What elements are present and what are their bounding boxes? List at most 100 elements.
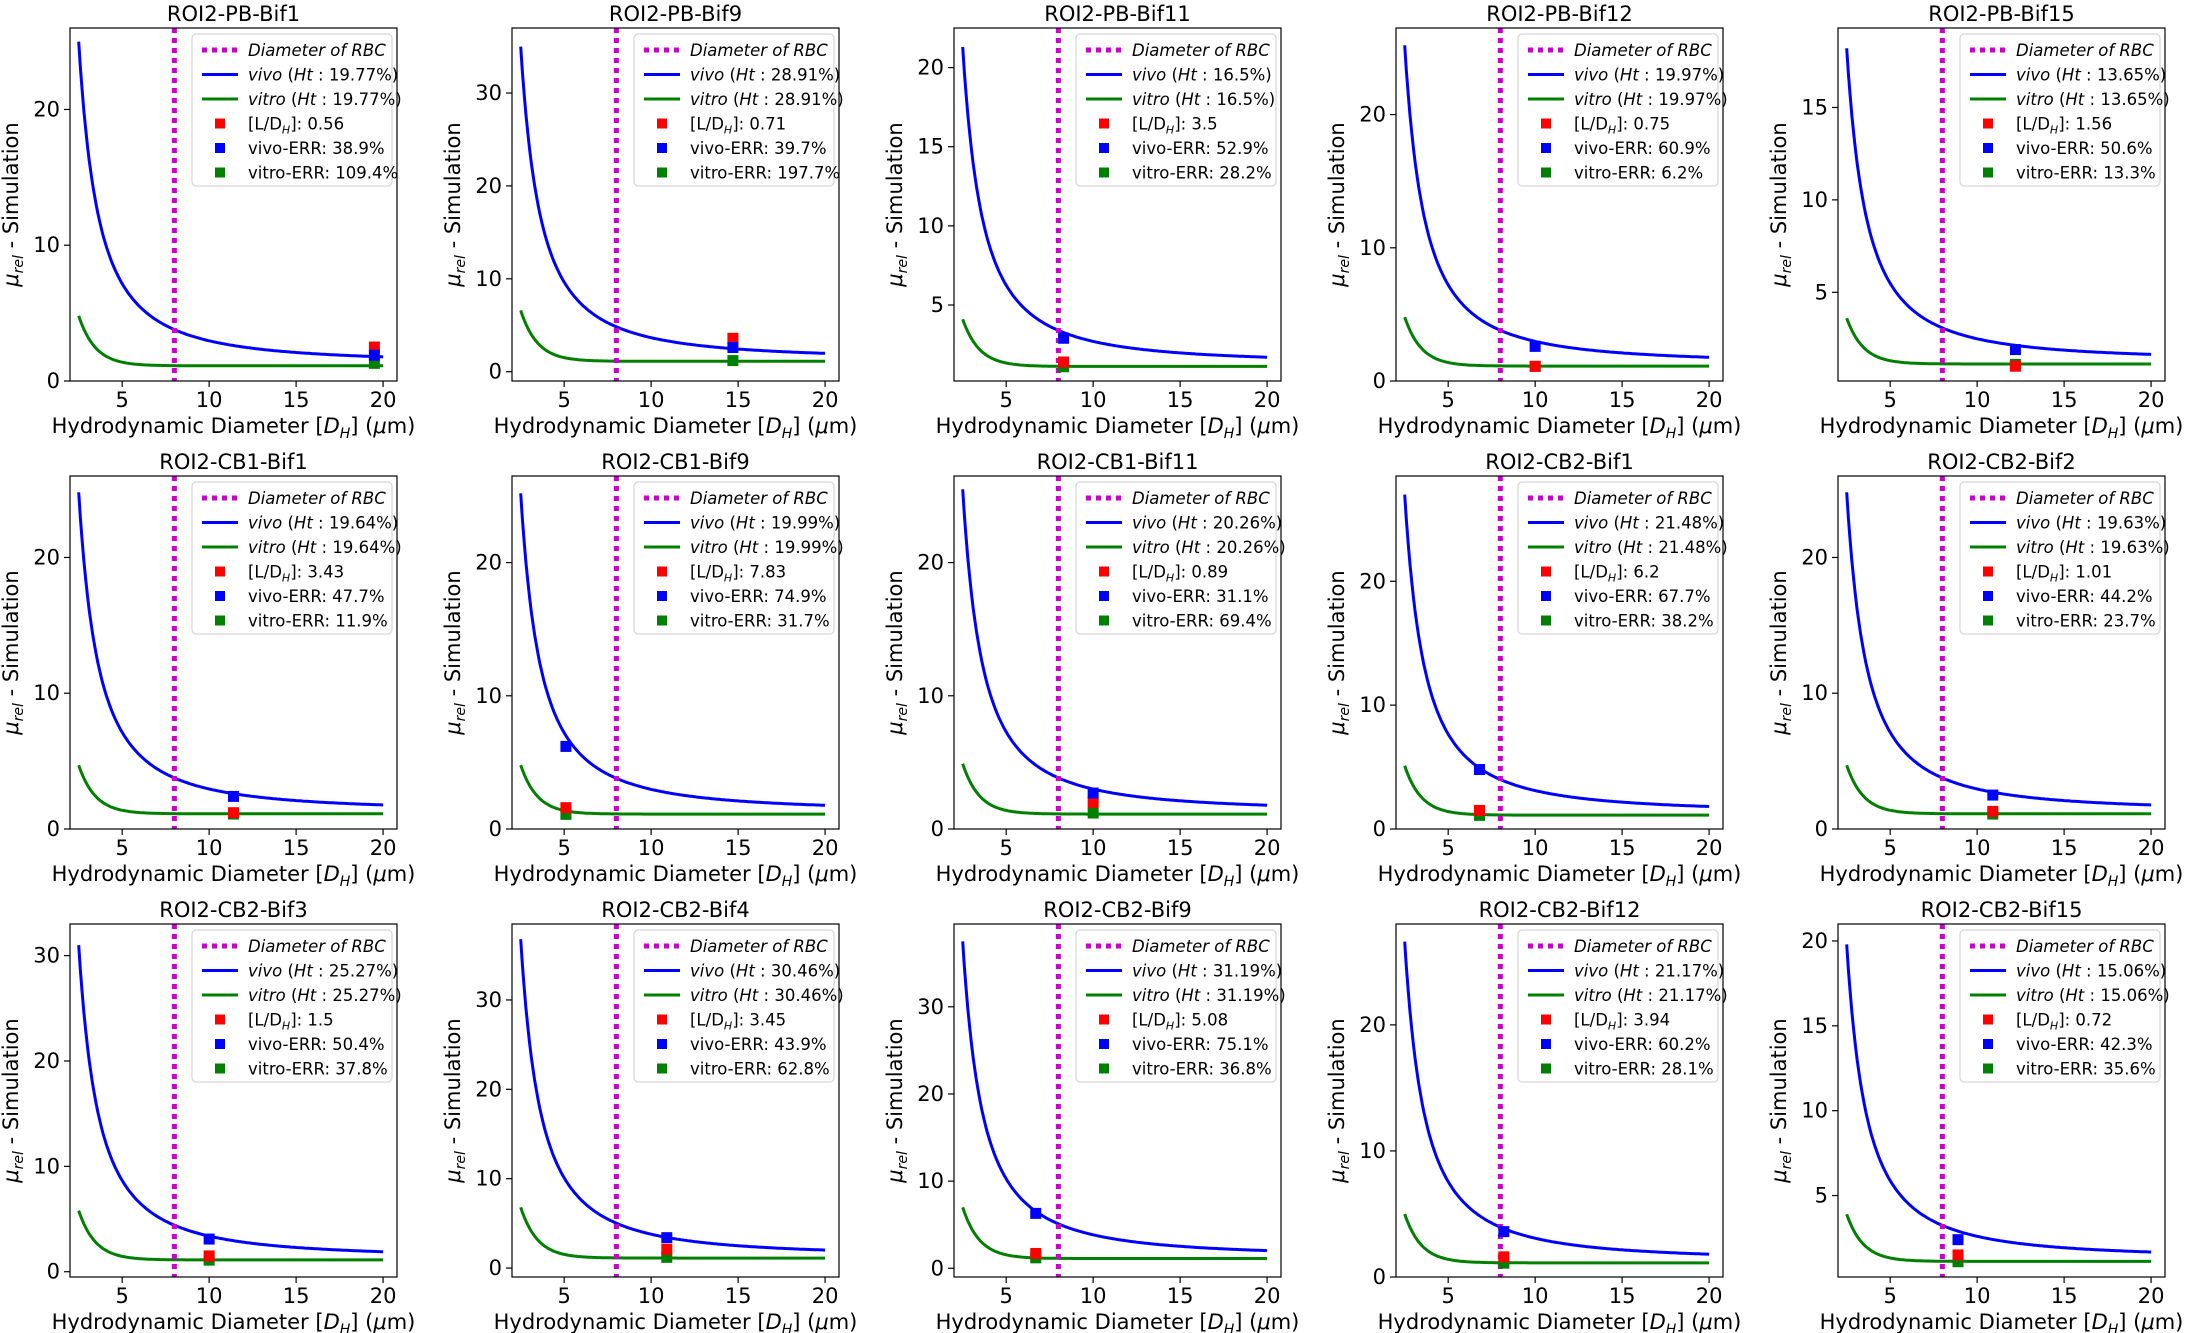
legend-label: [L/DH]: 6.2 bbox=[1574, 563, 1660, 585]
y-tick-label: 20 bbox=[917, 551, 944, 575]
vitro-curve bbox=[519, 309, 826, 363]
subplot-title: ROI2-CB2-Bif3 bbox=[159, 898, 308, 922]
legend-vitro-err-swatch bbox=[1541, 167, 1551, 178]
x-tick-label: 5 bbox=[1441, 836, 1454, 860]
legend: Diameter of RBC vivo (Ht : 28.91%) vitro (… bbox=[633, 33, 844, 187]
legend-label: Diameter of RBC bbox=[2016, 937, 2154, 956]
legend-label: vivo (Ht : 19.97%) bbox=[1574, 66, 1724, 85]
subplot-title: ROI2-CB2-Bif15 bbox=[1921, 898, 2083, 922]
legend-label: Diameter of RBC bbox=[690, 489, 828, 508]
y-axis-label: μrel - Simulation bbox=[883, 1018, 911, 1183]
axes-frame bbox=[69, 475, 398, 830]
x-tick-label: 5 bbox=[557, 836, 570, 860]
legend-label: Diameter of RBC bbox=[2016, 41, 2154, 60]
legend-label: vitro-ERR: 109.4% bbox=[248, 164, 398, 183]
y-tick-label: 20 bbox=[33, 1049, 60, 1073]
axes-frame bbox=[511, 923, 840, 1278]
vivo-marker bbox=[1473, 764, 1485, 776]
y-tick-label: 10 bbox=[1359, 236, 1386, 260]
x-tick-label: 5 bbox=[1441, 1284, 1454, 1308]
vivo-curve bbox=[519, 939, 826, 1252]
x-tick-label: 15 bbox=[1609, 1284, 1636, 1308]
legend-ld-swatch bbox=[1099, 1014, 1109, 1025]
legend-ld-swatch bbox=[1541, 1014, 1551, 1025]
vitro-curve bbox=[961, 763, 1268, 816]
legend-box bbox=[1075, 929, 1277, 1083]
legend-vitro-err-swatch bbox=[657, 615, 667, 626]
x-tick-label: 15 bbox=[2051, 1284, 2078, 1308]
x-axis-label: Hydrodynamic Diameter [DH] (μm) bbox=[494, 1310, 858, 1333]
legend-label: vivo-ERR: 67.7% bbox=[1574, 587, 1711, 606]
legend-box bbox=[1517, 929, 1719, 1083]
vitro-curve bbox=[77, 1210, 384, 1262]
x-tick-label: 15 bbox=[283, 1284, 310, 1308]
vivo-curve bbox=[961, 46, 1268, 359]
axes-frame bbox=[1395, 923, 1724, 1278]
legend-box bbox=[1959, 33, 2161, 187]
legend-label: vivo-ERR: 74.9% bbox=[690, 587, 827, 606]
legend-box bbox=[1517, 33, 1719, 187]
x-tick-label: 20 bbox=[2138, 1284, 2165, 1308]
y-tick-label: 0 bbox=[47, 817, 60, 841]
y-axis-label: μrel - Simulation bbox=[1325, 1018, 1353, 1183]
legend-ld-swatch bbox=[1099, 118, 1109, 129]
ld-marker bbox=[203, 1250, 215, 1262]
legend-vivo-err-swatch bbox=[215, 1039, 225, 1049]
subplot: ROI2-CB2-Bif9 5 10 15 20 0 10 20 30 Hydrodynamic … bbox=[883, 898, 1299, 1333]
legend-label: vitro-ERR: 28.2% bbox=[1132, 164, 1272, 183]
legend-label: Diameter of RBC bbox=[1132, 937, 1270, 956]
x-tick-label: 15 bbox=[1167, 836, 1194, 860]
legend: Diameter of RBC vivo (Ht : 19.63%) vitro (… bbox=[1959, 481, 2170, 635]
legend-label: [L/DH]: 3.45 bbox=[690, 1011, 786, 1033]
y-tick-label: 10 bbox=[917, 1169, 944, 1193]
y-tick-label: 20 bbox=[917, 1082, 944, 1106]
ld-marker bbox=[1987, 805, 1999, 817]
legend-ld-swatch bbox=[215, 566, 225, 577]
x-tick-label: 5 bbox=[557, 1284, 570, 1308]
x-axis-label: Hydrodynamic Diameter [DH] (μm) bbox=[1378, 414, 1742, 442]
legend-label: vivo-ERR: 47.7% bbox=[248, 587, 385, 606]
curves bbox=[961, 924, 1268, 1277]
x-tick-label: 5 bbox=[999, 1284, 1012, 1308]
y-tick-label: 0 bbox=[1373, 1265, 1386, 1289]
y-tick-label: 30 bbox=[917, 995, 944, 1019]
x-tick-label: 15 bbox=[1167, 1284, 1194, 1308]
x-tick-label: 20 bbox=[1696, 1284, 1723, 1308]
legend: Diameter of RBC vivo (Ht : 15.06%) vitro (… bbox=[1959, 929, 2170, 1083]
legend-vivo-err-swatch bbox=[657, 143, 667, 153]
legend-label: vivo (Ht : 19.64%) bbox=[248, 514, 398, 533]
legend-label: vitro (Ht : 15.06%) bbox=[2016, 986, 2170, 1005]
y-tick-label: 10 bbox=[33, 233, 60, 257]
ld-marker bbox=[661, 1243, 673, 1255]
legend-label: [L/DH]: 0.71 bbox=[690, 115, 786, 137]
legend-label: vivo (Ht : 21.17%) bbox=[1574, 962, 1724, 981]
y-tick-label: 15 bbox=[1801, 1014, 1828, 1038]
x-tick-label: 20 bbox=[370, 836, 397, 860]
legend-box bbox=[1959, 929, 2161, 1083]
legend-label: Diameter of RBC bbox=[248, 937, 386, 956]
x-tick-label: 20 bbox=[370, 388, 397, 412]
curves bbox=[1845, 28, 2152, 381]
legend-vitro-err-swatch bbox=[1099, 1063, 1109, 1074]
legend: Diameter of RBC vivo (Ht : 31.19%) vitro (… bbox=[1075, 929, 1286, 1083]
vitro-curve bbox=[77, 764, 384, 816]
legend-ld-swatch bbox=[1983, 1014, 1993, 1025]
legend-label: vivo-ERR: 75.1% bbox=[1132, 1035, 1269, 1054]
subplot-title: ROI2-PB-Bif1 bbox=[167, 2, 300, 26]
legend-label: vivo (Ht : 30.46%) bbox=[690, 962, 840, 981]
y-tick-label: 0 bbox=[931, 1256, 944, 1280]
legend-label: vivo-ERR: 42.3% bbox=[2016, 1035, 2153, 1054]
axes-frame bbox=[69, 27, 398, 382]
ld-marker bbox=[727, 332, 739, 344]
legend-label: [L/DH]: 0.56 bbox=[248, 115, 344, 137]
legend-vitro-err-swatch bbox=[1541, 615, 1551, 626]
legend-label: vitro-ERR: 38.2% bbox=[1574, 612, 1714, 631]
x-tick-label: 5 bbox=[557, 388, 570, 412]
y-tick-label: 0 bbox=[1815, 817, 1828, 841]
vivo-marker bbox=[203, 1233, 215, 1245]
legend-vitro-err-swatch bbox=[1983, 167, 1993, 178]
